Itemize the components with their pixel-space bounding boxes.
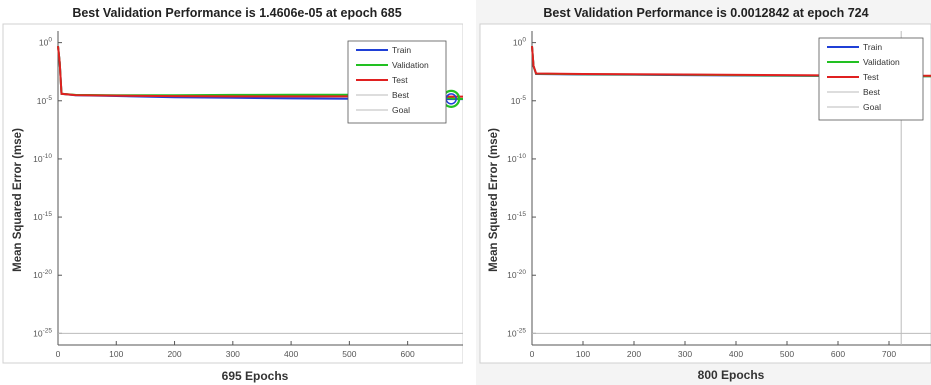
chart-panel-left: Best Validation Performance is 1.4606e-0… xyxy=(0,0,463,385)
performance-chart-right: Best Validation Performance is 0.0012842… xyxy=(479,6,931,382)
chart-title: Best Validation Performance is 1.4606e-0… xyxy=(72,6,401,20)
performance-chart-left: Best Validation Performance is 1.4606e-0… xyxy=(2,6,463,383)
x-tick-label: 700 xyxy=(882,349,896,359)
x-tick-label: 500 xyxy=(780,349,794,359)
legend-box xyxy=(818,37,924,121)
legend-label: Test xyxy=(392,75,408,85)
x-tick-label: 200 xyxy=(627,349,641,359)
x-tick-label: 400 xyxy=(284,349,298,359)
y-tick-label: 10-5 xyxy=(511,95,527,106)
x-tick-label: 300 xyxy=(226,349,240,359)
chart-title: Best Validation Performance is 0.0012842… xyxy=(543,6,868,20)
legend-label: Train xyxy=(392,45,411,55)
x-tick-label: 100 xyxy=(576,349,590,359)
legend-label: Goal xyxy=(863,102,881,112)
y-tick-label: 10-25 xyxy=(33,327,52,338)
x-tick-label: 600 xyxy=(831,349,845,359)
legend-label: Goal xyxy=(392,105,410,115)
y-tick-label: 10-15 xyxy=(507,211,526,222)
x-tick-label: 200 xyxy=(167,349,181,359)
y-tick-label: 10-15 xyxy=(33,211,52,222)
y-axis-label: Mean Squared Error (mse) xyxy=(12,128,24,272)
y-tick-label: 10-20 xyxy=(507,269,526,280)
legend-label: Test xyxy=(863,72,879,82)
y-tick-label: 10-25 xyxy=(507,327,526,338)
y-tick-label: 100 xyxy=(39,37,52,48)
y-tick-label: 10-5 xyxy=(37,95,53,106)
legend-label: Best xyxy=(863,87,881,97)
x-tick-label: 100 xyxy=(109,349,123,359)
legend-label: Train xyxy=(863,42,882,52)
y-axis-label: Mean Squared Error (mse) xyxy=(488,128,500,272)
x-tick-label: 600 xyxy=(401,349,415,359)
chart-panel-right: Best Validation Performance is 0.0012842… xyxy=(476,0,931,385)
legend-label: Validation xyxy=(392,60,429,70)
y-tick-label: 100 xyxy=(513,37,526,48)
x-tick-label: 0 xyxy=(530,349,535,359)
y-tick-label: 10-10 xyxy=(33,153,52,164)
y-tick-label: 10-20 xyxy=(33,269,52,280)
legend-box xyxy=(347,40,447,124)
y-tick-label: 10-10 xyxy=(507,153,526,164)
x-axis-label: 695 Epochs xyxy=(222,369,289,383)
x-axis-label: 800 Epochs xyxy=(698,368,765,382)
x-tick-label: 300 xyxy=(678,349,692,359)
x-tick-label: 400 xyxy=(729,349,743,359)
legend-label: Validation xyxy=(863,57,900,67)
x-tick-label: 500 xyxy=(342,349,356,359)
legend-label: Best xyxy=(392,90,410,100)
x-tick-label: 0 xyxy=(56,349,61,359)
